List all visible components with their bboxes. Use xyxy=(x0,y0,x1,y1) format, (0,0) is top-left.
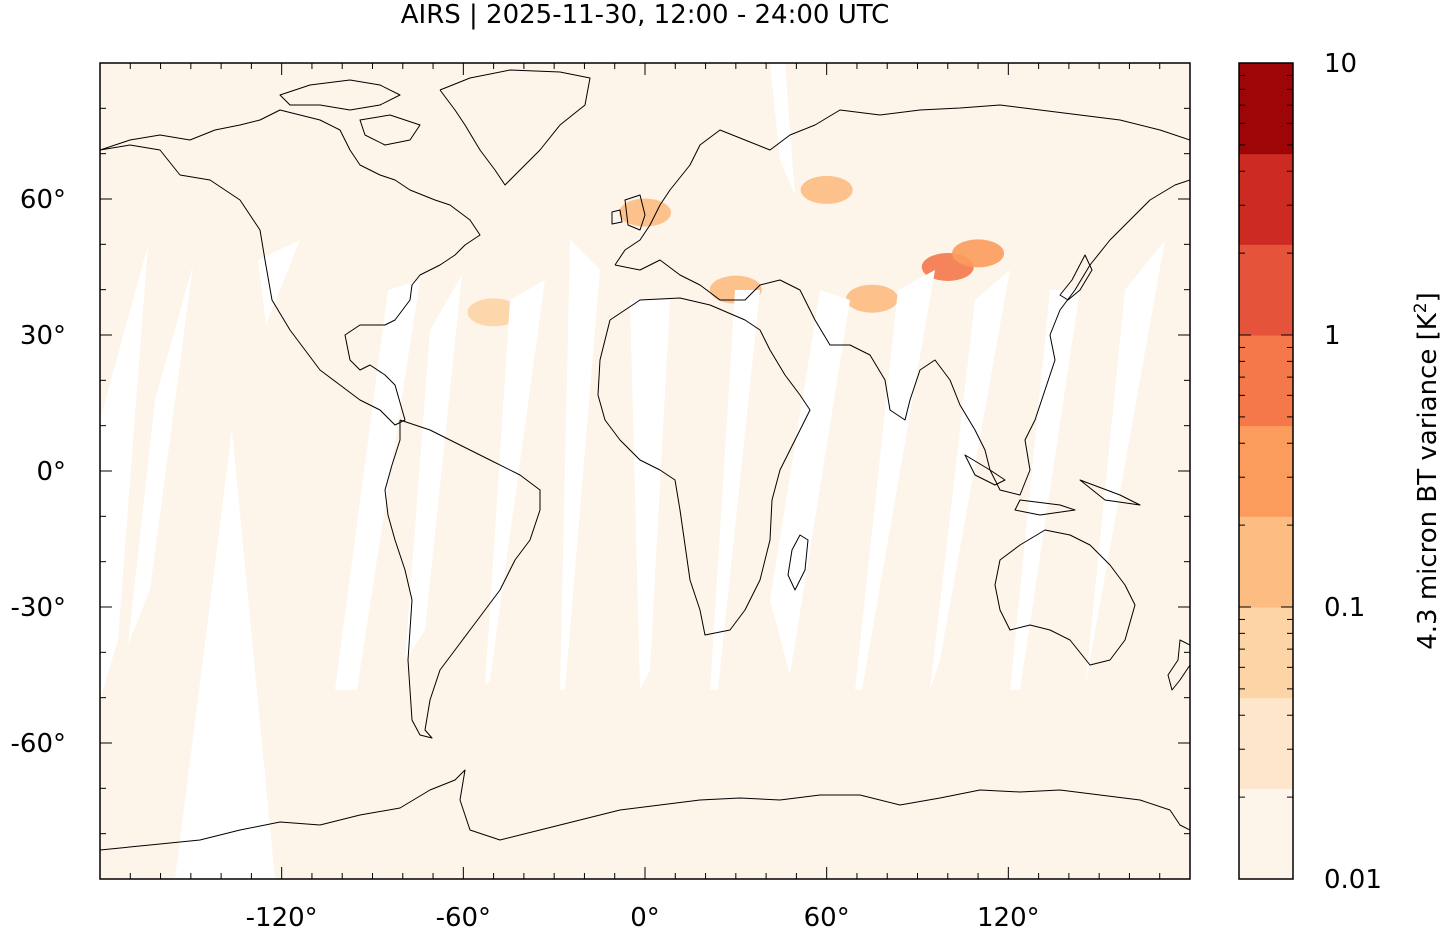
hotspot xyxy=(952,239,1005,268)
colorbar-band xyxy=(1239,788,1293,880)
colorbar-tick-labels: 10 1 0.1 0.01 xyxy=(1324,49,1382,895)
hotspot xyxy=(846,284,899,313)
orbit-gap xyxy=(855,270,935,690)
lon-tick-labels: -120° -60° 0° 60° 120° xyxy=(246,903,1040,930)
orbit-gap xyxy=(258,240,300,325)
colorbar-tick-label: 10 xyxy=(1324,49,1357,79)
colorbar-tick-label: 0.01 xyxy=(1324,865,1382,895)
colorbar xyxy=(1239,63,1293,880)
colorbar-ticks xyxy=(1239,62,1293,880)
colorbar-band xyxy=(1239,607,1293,699)
lon-tick-label: -60° xyxy=(436,903,491,930)
colorbar-tick-label: 0.1 xyxy=(1324,593,1365,623)
new-zealand-coast xyxy=(1167,639,1190,691)
antarctica-coast xyxy=(100,769,1190,851)
orbit-gap xyxy=(405,275,462,660)
lat-tick-labels: 60° 30° 0° -30° -60° xyxy=(11,185,66,759)
eurasia-coast xyxy=(614,104,1190,496)
colorbar-band xyxy=(1239,516,1293,608)
japan-coast xyxy=(1059,254,1093,301)
colorbar-frame xyxy=(1238,62,1294,880)
lat-tick-label: 30° xyxy=(20,321,66,351)
colorbar-band xyxy=(1239,425,1293,517)
orbit-gap xyxy=(770,63,795,195)
lon-tick-label: -120° xyxy=(246,903,318,930)
orbit-gap xyxy=(560,240,600,690)
hotspot xyxy=(467,298,520,327)
lon-tick-label: 120° xyxy=(977,903,1040,930)
south-america-coast xyxy=(384,419,541,739)
hotspot xyxy=(800,175,853,204)
australia-coast xyxy=(994,529,1136,666)
orbit-gap xyxy=(630,300,670,690)
lat-tick-label: 0° xyxy=(36,457,66,487)
madagascar-coast xyxy=(787,534,809,591)
lat-tick-label: -30° xyxy=(11,593,66,623)
colorbar-band xyxy=(1239,697,1293,789)
colorbar-band xyxy=(1239,153,1293,245)
colorbar-label: 4.3 micron BT variance [K2] xyxy=(1411,292,1442,650)
orbit-gap xyxy=(710,290,760,690)
orbit-gap xyxy=(100,245,148,700)
orbit-gap xyxy=(175,430,275,879)
indonesia-coast xyxy=(964,454,1141,516)
colorbar-band xyxy=(1239,335,1293,427)
colorbar-tick-label: 1 xyxy=(1324,321,1341,351)
orbit-gap xyxy=(335,280,420,690)
colorbar-band xyxy=(1239,244,1293,336)
lon-tick-label: 60° xyxy=(804,903,850,930)
lon-tick-label: 0° xyxy=(630,903,660,930)
arctic-islands xyxy=(279,79,421,146)
orbit-gap xyxy=(1085,240,1165,690)
hotspot xyxy=(619,198,671,227)
british-isles-coast xyxy=(611,194,646,231)
orbit-gap xyxy=(1010,290,1080,690)
heat-hotspots xyxy=(467,175,1005,327)
lat-tick-label: 60° xyxy=(20,185,66,215)
colorbar-band xyxy=(1239,63,1293,155)
north-america-coast xyxy=(100,109,481,426)
map-ticks xyxy=(99,62,1191,880)
coastlines xyxy=(100,69,1190,851)
orbit-gap xyxy=(485,280,545,685)
map-title: AIRS | 2025-11-30, 12:00 - 24:00 UTC xyxy=(400,0,890,30)
lat-tick-label: -60° xyxy=(11,729,66,759)
orbit-gap xyxy=(128,265,193,645)
africa-coast xyxy=(597,297,811,636)
orbit-gap xyxy=(930,270,1010,690)
greenland-coast xyxy=(439,69,591,186)
